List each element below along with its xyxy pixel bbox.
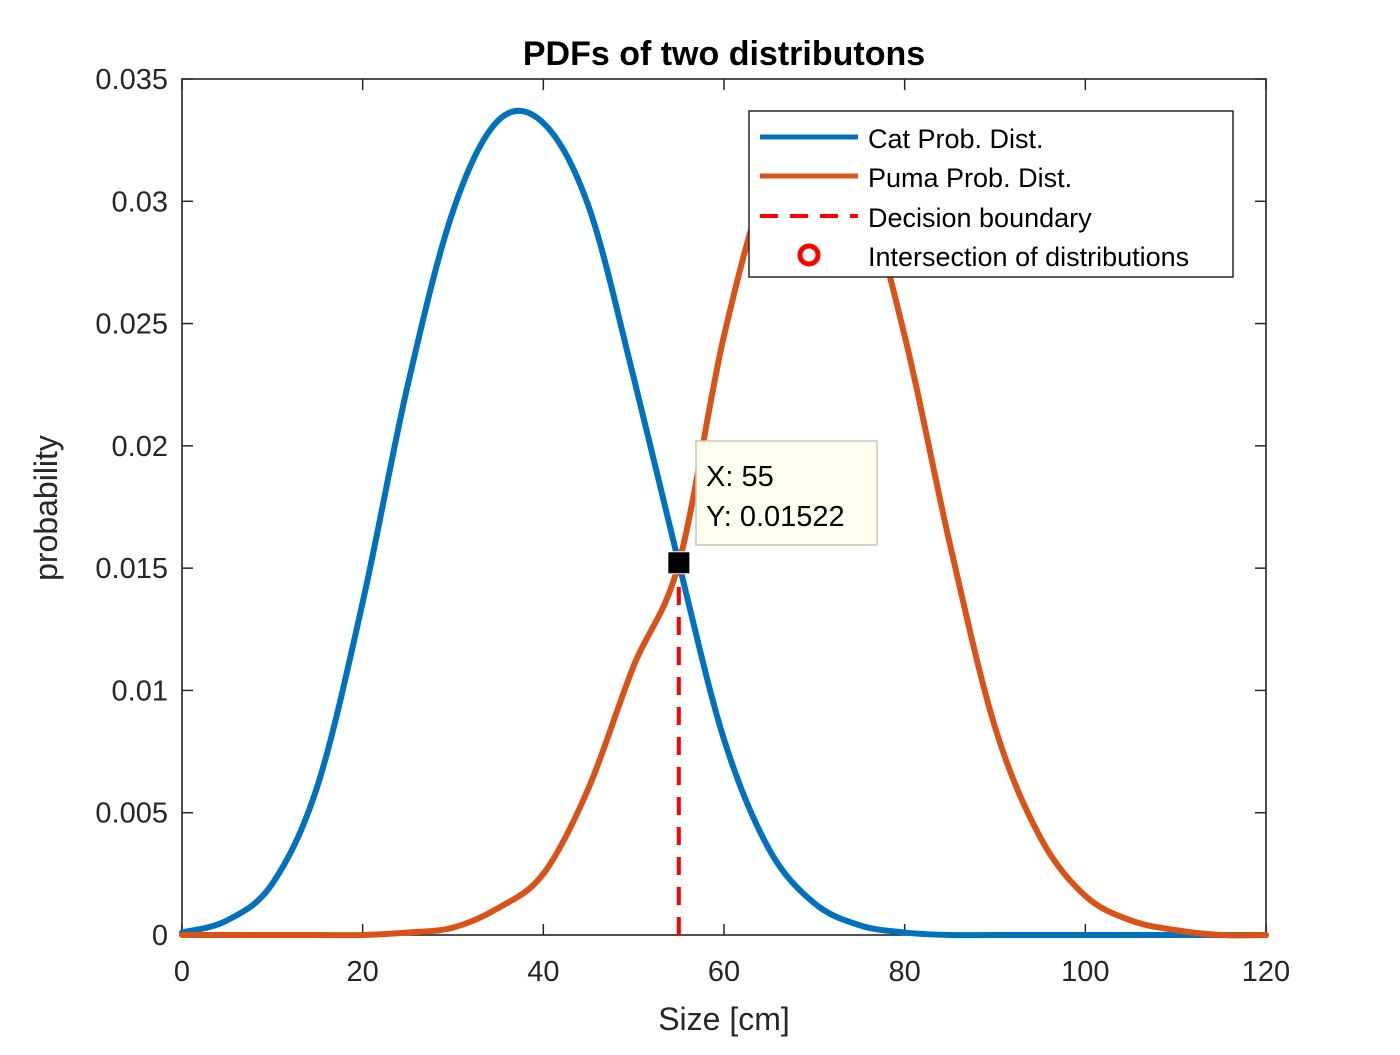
data-tip-x-text: X: 55 xyxy=(706,461,774,493)
y-tick-label: 0.01 xyxy=(112,675,168,707)
legend-label-intersection: Intersection of distributions xyxy=(868,242,1189,272)
data-tip: X: 55 Y: 0.01522 xyxy=(695,440,878,546)
y-axis-label: probability xyxy=(28,435,64,581)
y-tick-label: 0.03 xyxy=(112,186,168,218)
data-tip-y-text: Y: 0.01522 xyxy=(706,501,845,533)
x-tick-label: 20 xyxy=(347,956,379,988)
plot-series xyxy=(179,107,1269,939)
y-tick-label: 0.025 xyxy=(95,309,168,341)
series-line-cat xyxy=(179,107,1269,939)
legend-box: Cat Prob. Dist. Puma Prob. Dist. Decisio… xyxy=(748,110,1234,278)
legend-swatch-intersection xyxy=(797,243,821,267)
legend-label-puma: Puma Prob. Dist. xyxy=(868,163,1072,193)
data-tip-marker xyxy=(667,551,691,575)
y-tick-label: 0.015 xyxy=(95,553,168,585)
x-tick-label: 80 xyxy=(889,956,921,988)
x-tick-label: 40 xyxy=(527,956,559,988)
series-line-puma xyxy=(179,122,1269,939)
y-tick-label: 0 xyxy=(152,920,168,952)
legend-label-decision-boundary: Decision boundary xyxy=(868,203,1092,233)
legend-label-cat: Cat Prob. Dist. xyxy=(868,124,1044,154)
x-tick-label: 0 xyxy=(174,956,190,988)
x-axis-label: Size [cm] xyxy=(658,1001,790,1037)
axes: 0 20 40 60 80 100 120 0 0.005 0.01 0.015 0.02 0.025 0… xyxy=(95,64,1290,988)
plot-overlays xyxy=(667,551,691,935)
x-tick-label: 120 xyxy=(1242,956,1290,988)
x-tick-label: 100 xyxy=(1061,956,1109,988)
chart-title: PDFs of two distributons xyxy=(523,35,925,73)
y-tick-label: 0.005 xyxy=(95,798,168,830)
x-tick-label: 60 xyxy=(708,956,740,988)
y-tick-label: 0.035 xyxy=(95,64,168,96)
y-tick-label: 0.02 xyxy=(112,431,168,463)
